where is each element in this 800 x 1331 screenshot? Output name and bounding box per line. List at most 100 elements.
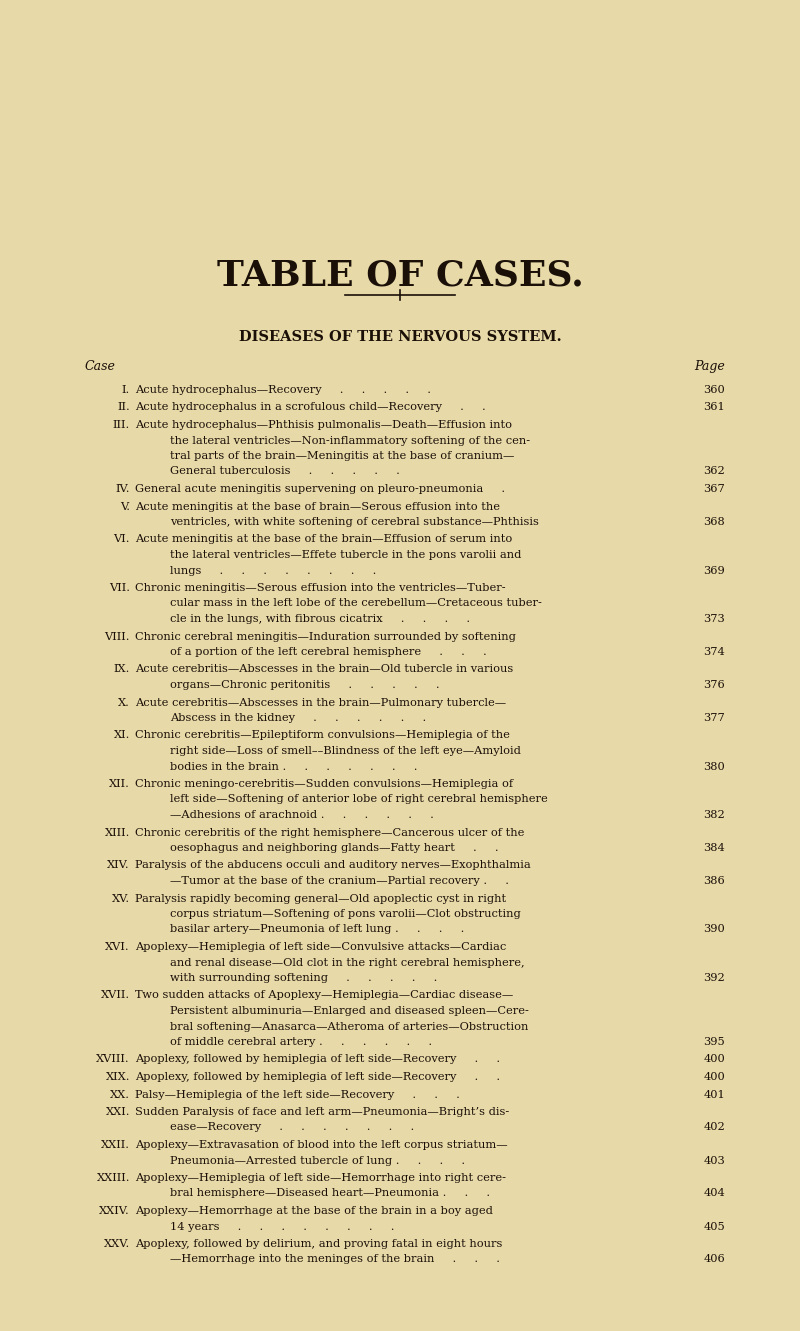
- Text: cle in the lungs, with fibrous cicatrix     .     .     .     .: cle in the lungs, with fibrous cicatrix …: [170, 614, 470, 624]
- Text: bodies in the brain .     .     .     .     .     .     .: bodies in the brain . . . . . . .: [170, 761, 418, 772]
- Text: Case: Case: [85, 359, 116, 373]
- Text: ease—Recovery     .     .     .     .     .     .     .: ease—Recovery . . . . . . .: [170, 1122, 414, 1133]
- Text: 395: 395: [703, 1037, 725, 1047]
- Text: 406: 406: [703, 1255, 725, 1264]
- Text: 377: 377: [703, 713, 725, 723]
- Text: of middle cerebral artery .     .     .     .     .     .: of middle cerebral artery . . . . . .: [170, 1037, 432, 1047]
- Text: XXV.: XXV.: [104, 1239, 130, 1248]
- Text: IV.: IV.: [115, 484, 130, 494]
- Text: I.: I.: [122, 385, 130, 395]
- Text: DISEASES OF THE NERVOUS SYSTEM.: DISEASES OF THE NERVOUS SYSTEM.: [238, 330, 562, 343]
- Text: VII.: VII.: [109, 583, 130, 594]
- Text: 374: 374: [703, 647, 725, 658]
- Text: oesophagus and neighboring glands—Fatty heart     .     .: oesophagus and neighboring glands—Fatty …: [170, 843, 498, 853]
- Text: 368: 368: [703, 516, 725, 527]
- Text: XVIII.: XVIII.: [96, 1054, 130, 1065]
- Text: 400: 400: [703, 1054, 725, 1065]
- Text: right side—Loss of smell––Blindness of the left eye—Amyloid: right side—Loss of smell––Blindness of t…: [170, 745, 521, 756]
- Text: VIII.: VIII.: [105, 631, 130, 642]
- Text: XI.: XI.: [114, 731, 130, 740]
- Text: Apoplexy—Extravasation of blood into the left corpus striatum—: Apoplexy—Extravasation of blood into the…: [135, 1139, 508, 1150]
- Text: XX.: XX.: [110, 1090, 130, 1099]
- Text: Chronic meningo-cerebritis—Sudden convulsions—Hemiplegia of: Chronic meningo-cerebritis—Sudden convul…: [135, 779, 513, 789]
- Text: Chronic cerebritis—Epileptiform convulsions—Hemiplegia of the: Chronic cerebritis—Epileptiform convulsi…: [135, 731, 510, 740]
- Text: Apoplexy, followed by hemiplegia of left side—Recovery     .     .: Apoplexy, followed by hemiplegia of left…: [135, 1054, 500, 1065]
- Text: General tuberculosis     .     .     .     .     .: General tuberculosis . . . . .: [170, 466, 400, 476]
- Text: 402: 402: [703, 1122, 725, 1133]
- Text: tral parts of the brain—Meningitis at the base of cranium—: tral parts of the brain—Meningitis at th…: [170, 451, 514, 461]
- Text: XXIV.: XXIV.: [99, 1206, 130, 1217]
- Text: XII.: XII.: [109, 779, 130, 789]
- Text: 376: 376: [703, 680, 725, 689]
- Text: Paralysis of the abducens occuli and auditory nerves—Exophthalmia: Paralysis of the abducens occuli and aud…: [135, 861, 530, 870]
- Text: 403: 403: [703, 1155, 725, 1166]
- Text: XVII.: XVII.: [101, 990, 130, 1001]
- Text: General acute meningitis supervening on pleuro-pneumonia     .: General acute meningitis supervening on …: [135, 484, 505, 494]
- Text: XIV.: XIV.: [107, 861, 130, 870]
- Text: left side—Softening of anterior lobe of right cerebral hemisphere: left side—Softening of anterior lobe of …: [170, 795, 548, 804]
- Text: Acute hydrocephalus—Recovery     .     .     .     .     .: Acute hydrocephalus—Recovery . . . . .: [135, 385, 431, 395]
- Text: Chronic cerebral meningitis—Induration surrounded by softening: Chronic cerebral meningitis—Induration s…: [135, 631, 516, 642]
- Text: X.: X.: [118, 697, 130, 708]
- Text: 384: 384: [703, 843, 725, 853]
- Text: XXII.: XXII.: [101, 1139, 130, 1150]
- Text: TABLE OF CASES.: TABLE OF CASES.: [217, 258, 583, 291]
- Text: Palsy—Hemiplegia of the left side—Recovery     .     .     .: Palsy—Hemiplegia of the left side—Recove…: [135, 1090, 460, 1099]
- Text: Persistent albuminuria—Enlarged and diseased spleen—Cere-: Persistent albuminuria—Enlarged and dise…: [170, 1006, 529, 1016]
- Text: Apoplexy, followed by delirium, and proving fatal in eight hours: Apoplexy, followed by delirium, and prov…: [135, 1239, 502, 1248]
- Text: Chronic cerebritis of the right hemisphere—Cancerous ulcer of the: Chronic cerebritis of the right hemisphe…: [135, 828, 524, 837]
- Text: Sudden Paralysis of face and left arm—Pneumonia—Bright’s dis-: Sudden Paralysis of face and left arm—Pn…: [135, 1107, 510, 1117]
- Text: XIX.: XIX.: [106, 1071, 130, 1082]
- Text: V.: V.: [120, 502, 130, 511]
- Text: with surrounding softening     .     .     .     .     .: with surrounding softening . . . . .: [170, 973, 438, 984]
- Text: the lateral ventricles—Non-inflammatory softening of the cen-: the lateral ventricles—Non-inflammatory …: [170, 435, 530, 446]
- Text: ventricles, with white softening of cerebral substance—Phthisis: ventricles, with white softening of cere…: [170, 516, 539, 527]
- Text: 405: 405: [703, 1222, 725, 1231]
- Text: Apoplexy, followed by hemiplegia of left side—Recovery     .     .: Apoplexy, followed by hemiplegia of left…: [135, 1071, 500, 1082]
- Text: 369: 369: [703, 566, 725, 575]
- Text: 400: 400: [703, 1071, 725, 1082]
- Text: corpus striatum—Softening of pons varolii—Clot obstructing: corpus striatum—Softening of pons varoli…: [170, 909, 521, 918]
- Text: Acute cerebritis—Abscesses in the brain—Pulmonary tubercle—: Acute cerebritis—Abscesses in the brain—…: [135, 697, 506, 708]
- Text: 382: 382: [703, 811, 725, 820]
- Text: XXI.: XXI.: [106, 1107, 130, 1117]
- Text: —Hemorrhage into the meninges of the brain     .     .     .: —Hemorrhage into the meninges of the bra…: [170, 1255, 500, 1264]
- Text: of a portion of the left cerebral hemisphere     .     .     .: of a portion of the left cerebral hemisp…: [170, 647, 486, 658]
- Text: IX.: IX.: [114, 664, 130, 675]
- Text: Apoplexy—Hemiplegia of left side—Convulsive attacks—Cardiac: Apoplexy—Hemiplegia of left side—Convuls…: [135, 942, 506, 952]
- Text: III.: III.: [113, 421, 130, 430]
- Text: XXIII.: XXIII.: [97, 1173, 130, 1183]
- Text: Page: Page: [694, 359, 725, 373]
- Text: organs—Chronic peritonitis     .     .     .     .     .: organs—Chronic peritonitis . . . . .: [170, 680, 440, 689]
- Text: Acute meningitis at the base of the brain—Effusion of serum into: Acute meningitis at the base of the brai…: [135, 535, 512, 544]
- Text: cular mass in the left lobe of the cerebellum—Cretaceous tuber-: cular mass in the left lobe of the cereb…: [170, 599, 542, 608]
- Text: 362: 362: [703, 466, 725, 476]
- Text: Abscess in the kidney     .     .     .     .     .     .: Abscess in the kidney . . . . . .: [170, 713, 426, 723]
- Text: lungs     .     .     .     .     .     .     .     .: lungs . . . . . . . .: [170, 566, 376, 575]
- Text: VI.: VI.: [114, 535, 130, 544]
- Text: bral hemisphere—Diseased heart—Pneumonia .     .     .: bral hemisphere—Diseased heart—Pneumonia…: [170, 1189, 490, 1198]
- Text: Chronic meningitis—Serous effusion into the ventricles—Tuber-: Chronic meningitis—Serous effusion into …: [135, 583, 506, 594]
- Text: 361: 361: [703, 402, 725, 413]
- Text: the lateral ventricles—Effete tubercle in the pons varolii and: the lateral ventricles—Effete tubercle i…: [170, 550, 522, 560]
- Text: and renal disease—Old clot in the right cerebral hemisphere,: and renal disease—Old clot in the right …: [170, 957, 525, 968]
- Text: Apoplexy—Hemiplegia of left side—Hemorrhage into right cere-: Apoplexy—Hemiplegia of left side—Hemorrh…: [135, 1173, 506, 1183]
- Text: Acute cerebritis—Abscesses in the brain—Old tubercle in various: Acute cerebritis—Abscesses in the brain—…: [135, 664, 514, 675]
- Text: 380: 380: [703, 761, 725, 772]
- Text: 404: 404: [703, 1189, 725, 1198]
- Text: 401: 401: [703, 1090, 725, 1099]
- Text: —Adhesions of arachnoid .     .     .     .     .     .: —Adhesions of arachnoid . . . . . .: [170, 811, 434, 820]
- Text: basilar artery—Pneumonia of left lung .     .     .     .: basilar artery—Pneumonia of left lung . …: [170, 925, 464, 934]
- Text: —Tumor at the base of the cranium—Partial recovery .     .: —Tumor at the base of the cranium—Partia…: [170, 876, 509, 886]
- Text: Two sudden attacks of Apoplexy—Hemiplegia—Cardiac disease—: Two sudden attacks of Apoplexy—Hemiplegi…: [135, 990, 514, 1001]
- Text: 390: 390: [703, 925, 725, 934]
- Text: II.: II.: [118, 402, 130, 413]
- Text: 14 years     .     .     .     .     .     .     .     .: 14 years . . . . . . . .: [170, 1222, 394, 1231]
- Text: bral softening—Anasarca—Atheroma of arteries—Obstruction: bral softening—Anasarca—Atheroma of arte…: [170, 1021, 528, 1032]
- Text: 360: 360: [703, 385, 725, 395]
- Text: XIII.: XIII.: [105, 828, 130, 837]
- Text: 373: 373: [703, 614, 725, 624]
- Text: XVI.: XVI.: [106, 942, 130, 952]
- Text: Acute hydrocephalus—Phthisis pulmonalis—Death—Effusion into: Acute hydrocephalus—Phthisis pulmonalis—…: [135, 421, 512, 430]
- Text: 386: 386: [703, 876, 725, 886]
